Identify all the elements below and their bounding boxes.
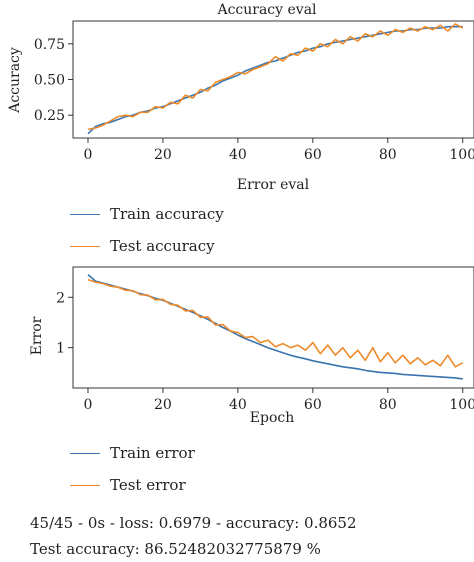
x-tick-label: 20	[154, 397, 172, 413]
error-series	[87, 273, 464, 380]
test-accuracy-line: Test accuracy: 86.52482032775879 %	[30, 540, 321, 558]
test-accuracy-line	[87, 23, 464, 131]
accuracy-x-ticks: 0 20 40 60 80 100	[84, 138, 474, 163]
legend-label: Test accuracy	[110, 237, 215, 255]
y-tick-label: 0.25	[34, 108, 65, 124]
legend-item-train-error: Train error	[70, 437, 195, 469]
training-log: 45/45 - 0s - loss: 0.6979 - accuracy: 0.…	[30, 510, 357, 562]
x-tick-label: 40	[229, 147, 247, 163]
error-legend: Train error Test error	[70, 437, 195, 501]
legend-item-train-accuracy: Train accuracy	[70, 198, 224, 230]
y-tick-label: 2	[56, 290, 65, 306]
training-log-line: 45/45 - 0s - loss: 0.6979 - accuracy: 0.…	[30, 514, 357, 532]
error-x-axis-label: Epoch	[250, 410, 294, 426]
legend-item-test-error: Test error	[70, 469, 195, 501]
x-tick-label: 80	[379, 147, 397, 163]
accuracy-chart: Accuracy eval 0.250.500.75 0 20 40 60 80 100 …	[7, 2, 474, 193]
train-error-line	[87, 273, 463, 380]
legend-swatch-train	[70, 452, 100, 454]
error-y-axis-label: Error	[29, 316, 45, 355]
x-tick-label: 100	[449, 397, 474, 413]
accuracy-x-axis-label: Error eval	[237, 177, 310, 193]
accuracy-plot-frame	[72, 20, 474, 139]
accuracy-legend: Train accuracy Test accuracy	[70, 198, 224, 262]
y-tick-label: 0.50	[34, 73, 65, 89]
legend-item-test-accuracy: Test accuracy	[70, 230, 224, 262]
accuracy-chart-title: Accuracy eval	[216, 2, 317, 18]
legend-swatch-train	[70, 213, 100, 215]
x-tick-label: 20	[154, 147, 172, 163]
legend-label: Train accuracy	[110, 205, 224, 223]
legend-swatch-test	[70, 484, 100, 486]
legend-label: Test error	[110, 476, 186, 494]
accuracy-y-ticks: 0.25 0.50 0.75	[34, 37, 73, 124]
x-tick-label: 100	[449, 147, 474, 163]
error-y-ticks: 12	[56, 290, 73, 357]
test-error-line	[87, 278, 464, 368]
y-tick-label: 0.75	[34, 37, 65, 53]
legend-swatch-test	[70, 245, 100, 247]
x-tick-label: 0	[84, 397, 93, 413]
accuracy-series	[87, 23, 464, 135]
error-x-ticks: 0 20 40 60 80 100	[84, 388, 474, 413]
x-tick-label: 60	[304, 397, 322, 413]
x-tick-label: 40	[229, 397, 247, 413]
legend-label: Train error	[110, 444, 195, 462]
error-chart: 12 0 20 40 60 80 100 Epoch Error	[29, 266, 474, 426]
x-tick-label: 80	[379, 397, 397, 413]
train-accuracy-line	[87, 25, 463, 135]
error-plot-frame	[72, 266, 474, 389]
y-tick-label: 1	[56, 341, 65, 357]
x-tick-label: 0	[84, 147, 93, 163]
x-tick-label: 60	[304, 147, 322, 163]
accuracy-y-axis-label: Accuracy	[7, 47, 23, 114]
